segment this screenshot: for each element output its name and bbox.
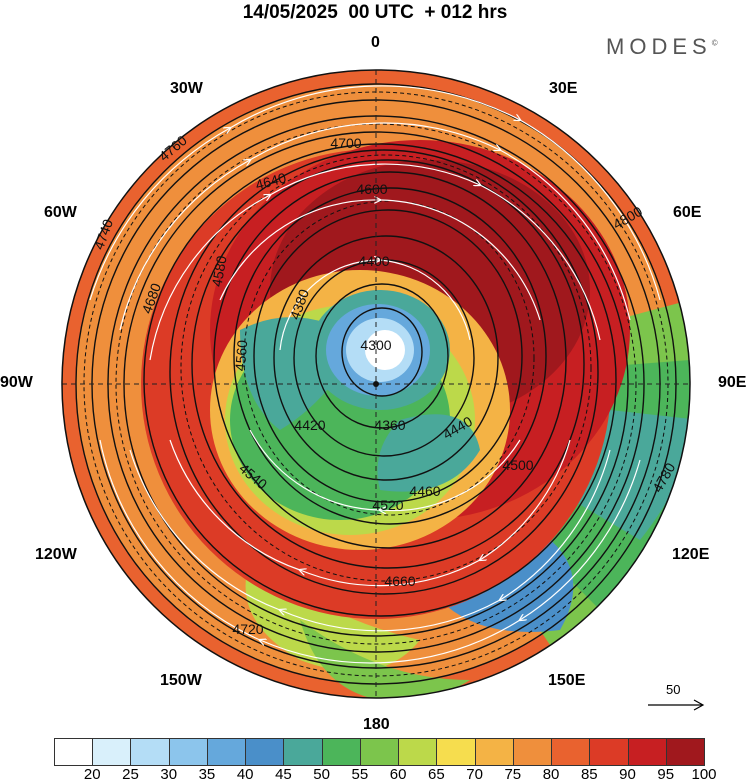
colorbar-tick-label: 70 [466, 766, 483, 783]
reference-vector-arrow [648, 699, 705, 711]
colorbar-swatch [55, 739, 94, 765]
colorbar-swatch [169, 739, 208, 765]
contour-label: 4600 [356, 181, 387, 197]
colorbar-tick-label: 45 [275, 766, 292, 783]
colorbar-tick-label: 30 [160, 766, 178, 783]
colorbar-swatch [552, 739, 591, 765]
copyright-mark: © [711, 38, 718, 48]
contour-label: 4500 [502, 457, 533, 473]
lon-label-90w: 90W [0, 374, 33, 391]
colorbar-tick-label: 90 [619, 766, 636, 783]
colorbar-tick-label: 60 [389, 766, 407, 783]
contour-label: 4520 [372, 497, 403, 513]
colorbar-swatch [360, 739, 400, 765]
colorbar-swatch [628, 739, 667, 765]
colorbar-swatch [207, 739, 247, 765]
contour-label: 4640 [254, 169, 288, 193]
lon-label-150w: 150W [160, 672, 202, 689]
graticule [62, 70, 690, 698]
lon-label-30e: 30E [549, 80, 578, 97]
contour-line [315, 283, 449, 429]
map-title: 14/05/2025 00 UTC + 012 hrs [242, 2, 508, 23]
colorbar-tick-label: 85 [580, 766, 598, 783]
dashed-line [180, 154, 592, 582]
lon-label-150e: 150E [548, 672, 586, 689]
contour-line [341, 307, 423, 397]
streamline [249, 429, 521, 511]
colorbar-tick-label: 80 [542, 766, 560, 783]
contour-line [273, 235, 499, 481]
contour-label: 4400 [358, 253, 389, 269]
map-border [61, 69, 691, 699]
colorbar-swatch [399, 739, 438, 765]
colorbar-swatch [513, 739, 553, 765]
contour-label: 4300 [360, 337, 391, 353]
colorbar [54, 738, 705, 766]
colorbar-tick-label: 50 [313, 766, 330, 783]
lon-label-90e: 90E [718, 374, 747, 391]
colorbar-tick-label: 25 [122, 766, 139, 783]
colorbar-swatch [322, 739, 361, 765]
streamline [169, 439, 571, 587]
colorbar-swatch [246, 739, 285, 765]
colorbar-swatch [475, 739, 514, 765]
streamline [99, 439, 641, 664]
colorbar-swatch [437, 739, 476, 765]
colorbar-swatch [93, 739, 132, 765]
reference-vector-label: 50 [666, 682, 681, 697]
dashed-line [243, 200, 535, 516]
contour-label: 4360 [374, 417, 405, 433]
brand-logo: MODES© [606, 34, 718, 60]
contour-label: 4700 [330, 135, 361, 151]
streamline [129, 449, 611, 632]
colorbar-tick-label: 55 [351, 766, 369, 783]
colorbar-swatch [666, 739, 705, 765]
colorbar-tick-label: 100 [691, 766, 717, 783]
colorbar-swatch [284, 739, 323, 765]
colorbar-ticks: 20 25 30 35 40 45 50 55 60 65 70 75 80 85 90 95 100 [54, 766, 717, 783]
lon-label-60e: 60E [673, 204, 702, 221]
streamline [279, 260, 471, 351]
streamline [89, 85, 661, 301]
lon-label-30w: 30W [170, 80, 203, 97]
contour-label: 4560 [232, 339, 251, 372]
streamline [219, 200, 541, 321]
brand-name: MODES [606, 34, 712, 59]
colorbar-tick-label: 20 [83, 766, 101, 783]
contour-label: 4420 [294, 417, 325, 433]
contour-line [213, 171, 567, 549]
colorbar-swatch [131, 739, 170, 765]
contour-label: 4720 [232, 621, 263, 637]
contour-label: 4660 [384, 573, 415, 589]
lon-label-120w: 120W [35, 546, 77, 563]
lon-label-120e: 120E [672, 546, 710, 563]
colorbar-tick-label: 95 [657, 766, 675, 783]
streamline [119, 122, 631, 331]
colorbar-swatch [590, 739, 629, 765]
lon-label-180: 180 [363, 716, 390, 733]
colorbar-tick-label: 40 [236, 766, 254, 783]
colorbar-tick-label: 75 [504, 766, 522, 783]
contour-line [253, 209, 523, 503]
colorbar-tick-label: 65 [428, 766, 445, 783]
colorbar-tick-label: 35 [198, 766, 216, 783]
streamline [149, 163, 601, 361]
contour-label: 4580 [208, 254, 229, 288]
lon-label-60w: 60W [44, 204, 77, 221]
streamlines [89, 85, 661, 664]
contour-label: 4460 [409, 483, 440, 499]
lon-label-0: 0 [371, 34, 380, 51]
north-pole-marker [373, 381, 379, 387]
